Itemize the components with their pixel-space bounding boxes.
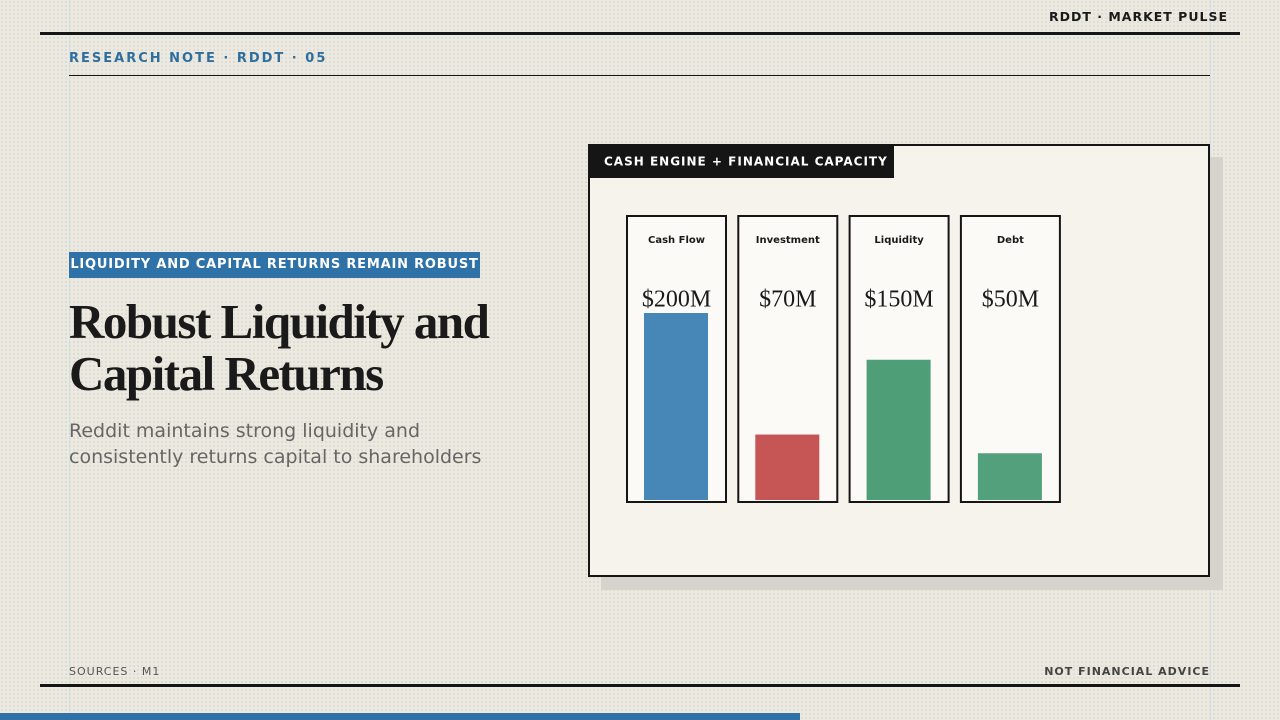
sources: SOURCES · M1 — [69, 665, 161, 678]
progress-bar — [0, 713, 800, 720]
subtitle-line: consistently returns capital to sharehol… — [69, 446, 482, 468]
disclaimer: NOT FINANCIAL ADVICE — [1044, 665, 1210, 678]
subtitle: Reddit maintains strong liquidity and co… — [69, 418, 481, 470]
chart: CASH ENGINE + FINANCIAL CAPACITY Cash Fl… — [588, 144, 1210, 577]
value-label: $70M — [759, 287, 816, 313]
category-label: Liquidity — [874, 235, 924, 246]
subtitle-line: Reddit maintains strong liquidity and — [69, 420, 421, 442]
rule — [40, 32, 1240, 35]
title-line: Capital Returns — [69, 346, 384, 401]
value-label: $150M — [864, 287, 933, 313]
title: Robust Liquidity and Capital Returns — [69, 294, 490, 401]
brand: RDDT · MARKET PULSE — [1048, 9, 1228, 24]
category-label: Cash Flow — [648, 235, 705, 246]
guide — [69, 0, 70, 720]
tag: LIQUIDITY AND CAPITAL RETURNS REMAIN ROB… — [69, 252, 480, 278]
value-label: $200M — [642, 287, 711, 313]
title-line: Robust Liquidity and — [69, 294, 490, 349]
bar — [644, 313, 708, 500]
rule — [69, 75, 1210, 76]
chart-title: CASH ENGINE + FINANCIAL CAPACITY — [604, 155, 888, 169]
bar — [866, 359, 931, 500]
rule — [40, 684, 1240, 687]
kicker: RESEARCH NOTE · RDDT · 05 — [69, 51, 328, 66]
value-label: $50M — [982, 287, 1039, 313]
bar — [977, 453, 1042, 500]
category-label: Debt — [997, 235, 1024, 246]
category-label: Investment — [756, 235, 820, 246]
bar — [755, 434, 820, 500]
chart-header — [589, 145, 894, 178]
